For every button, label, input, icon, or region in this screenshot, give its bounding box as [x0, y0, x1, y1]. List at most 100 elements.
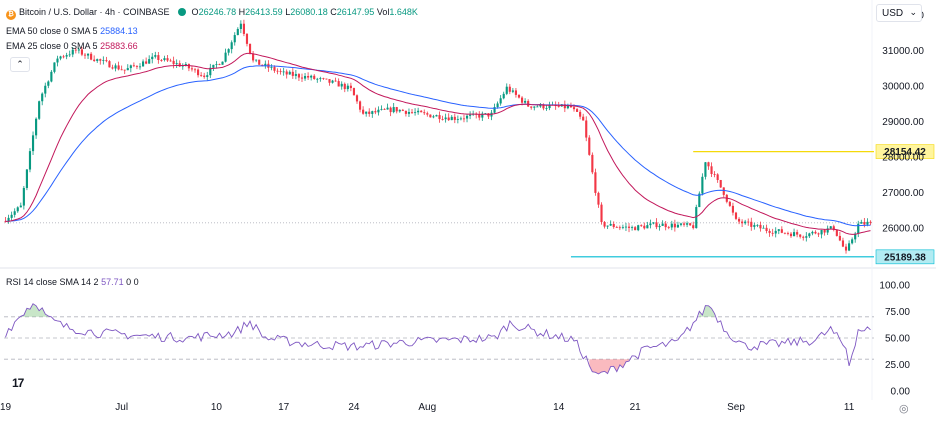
candle-body [493, 107, 496, 113]
collapse-legend-button[interactable]: ⌃ [10, 57, 30, 72]
candle-body [869, 221, 872, 223]
ema25-legend[interactable]: EMA 25 close 0 SMA 5 25883.66 [6, 40, 138, 52]
candle-body [722, 187, 725, 195]
candle-body [212, 64, 215, 68]
tradingview-logo[interactable]: 17 [12, 376, 24, 390]
rsi-tick-label: 25.00 [885, 360, 910, 371]
symbol-title[interactable]: Bitcoin / U.S. Dollar · 4h · COINBASE [19, 7, 170, 17]
candle [215, 61, 218, 69]
price-tick-label: 26000.00 [882, 224, 924, 235]
candle [606, 225, 609, 229]
candle [377, 106, 380, 116]
candle-body [695, 207, 698, 229]
candle [462, 114, 466, 123]
candle [337, 78, 340, 87]
candle [618, 225, 621, 231]
candle [86, 53, 90, 60]
candle [450, 115, 453, 121]
candle [796, 229, 799, 238]
candle [490, 110, 493, 121]
time-tick-label: 10 [211, 402, 223, 413]
candle-body [710, 166, 713, 174]
candle [62, 54, 65, 59]
candle-body [310, 75, 313, 78]
candle [444, 113, 447, 123]
candle-body [74, 49, 77, 51]
candle-body [557, 106, 560, 107]
rsi-tick-label: 100.00 [879, 281, 910, 292]
candle-body [499, 98, 502, 104]
candle-body [31, 135, 35, 152]
candle-body [744, 221, 747, 224]
candle-body [86, 53, 90, 56]
candle-body [762, 227, 765, 229]
candle [808, 232, 811, 239]
candle-body [624, 226, 628, 228]
candle-body [197, 69, 200, 76]
candle-body [105, 60, 108, 62]
ema50-legend[interactable]: EMA 50 close 0 SMA 5 25884.13 [6, 25, 138, 37]
candle [429, 114, 432, 118]
candle [783, 232, 786, 235]
candle [200, 72, 203, 77]
candle [157, 52, 160, 64]
candle [114, 63, 117, 72]
candle-body [805, 236, 808, 238]
currency-selector[interactable]: USD ⌄ [876, 4, 922, 22]
candle [780, 226, 783, 234]
candle-body [829, 226, 832, 229]
candle [236, 27, 239, 36]
candle [141, 59, 145, 67]
candle-body [857, 223, 860, 234]
candle [594, 168, 597, 196]
candle-body [841, 240, 845, 247]
candle-body [631, 227, 634, 229]
candle-body [783, 232, 786, 234]
candle-body [450, 116, 453, 121]
candle-body [181, 65, 184, 67]
candle [358, 100, 362, 113]
candle-body [209, 67, 212, 76]
candle-body [768, 230, 771, 233]
candle [163, 55, 166, 62]
candle [857, 220, 860, 238]
candle-body [132, 65, 135, 67]
candle-body [462, 118, 466, 120]
candle-body [838, 235, 841, 241]
candle-body [600, 204, 603, 223]
rsi-legend[interactable]: RSI 14 close SMA 14 2 57.71 0 0 [6, 276, 139, 288]
candle [325, 78, 328, 80]
candle [380, 105, 383, 111]
candle [285, 69, 288, 79]
candle [154, 51, 157, 59]
candle [307, 72, 310, 80]
candle [172, 56, 175, 69]
candle-body [799, 234, 802, 237]
time-tick-label: 24 [348, 402, 360, 413]
candle-body [328, 79, 331, 83]
candle-body [111, 67, 114, 69]
candle [631, 225, 634, 231]
candle-body [294, 74, 297, 76]
candle [426, 111, 429, 117]
candle-body [203, 75, 206, 77]
candle [499, 95, 502, 106]
candle [160, 59, 163, 62]
candle-body [505, 86, 508, 94]
candle-body [145, 61, 148, 64]
candle [667, 225, 670, 230]
candle-body [444, 117, 447, 120]
candle-body [187, 64, 190, 69]
settings-icon[interactable]: ◎ [899, 403, 909, 415]
candle [679, 222, 683, 227]
candle-body [496, 103, 499, 108]
candle [814, 230, 817, 235]
candle [744, 219, 747, 225]
ema25-line [5, 52, 871, 235]
candle [851, 237, 854, 245]
candle-body [285, 71, 288, 75]
candle [527, 99, 530, 108]
candle [655, 218, 658, 230]
